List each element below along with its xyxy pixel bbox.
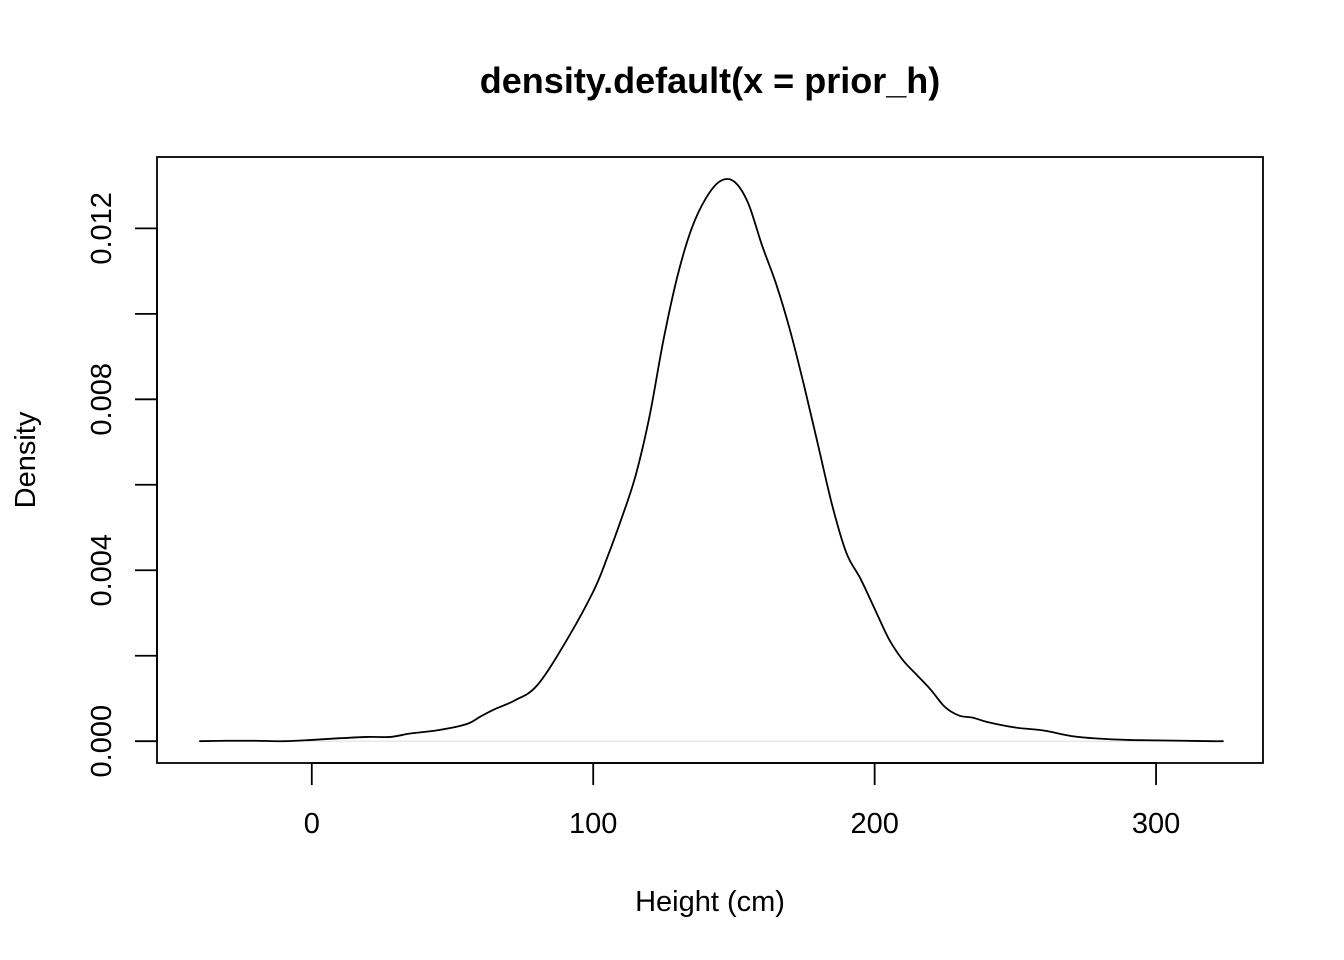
y-tick-label: 0.004 (86, 534, 118, 607)
y-axis: 0.000 0.004 0.008 0.012 (86, 192, 158, 778)
x-tick-label: 200 (850, 808, 898, 840)
plot-area-frame (156, 156, 1264, 764)
y-tick-label: 0.000 (86, 705, 118, 778)
chart-title: density.default(x = prior_h) (480, 60, 940, 101)
x-tick-label: 100 (569, 808, 617, 840)
x-tick-label: 300 (1132, 808, 1180, 840)
y-tick-label: 0.008 (86, 363, 118, 436)
y-axis-label: Density (10, 411, 42, 508)
density-curve (199, 178, 1224, 743)
x-axis: 0 100 200 300 (304, 762, 1180, 840)
y-tick-label: 0.012 (86, 192, 118, 265)
x-tick-label: 0 (304, 808, 320, 840)
x-axis-label: Height (cm) (635, 886, 785, 918)
